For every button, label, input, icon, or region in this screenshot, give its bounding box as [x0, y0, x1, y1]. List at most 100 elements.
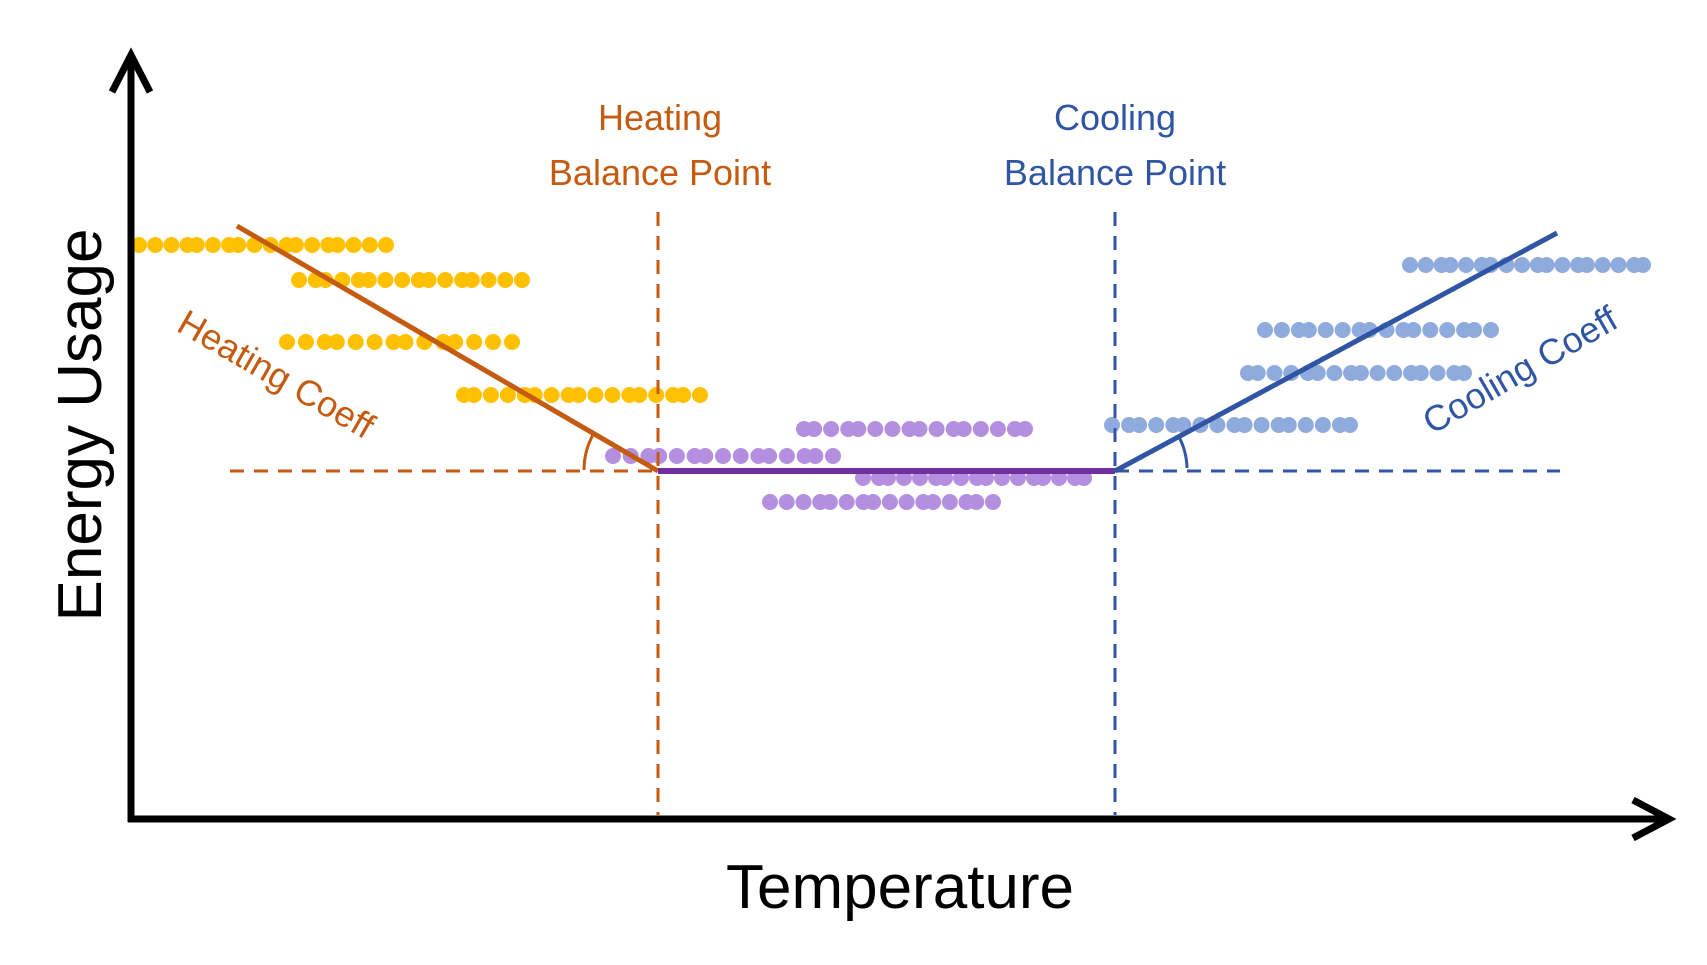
baseload-point	[825, 448, 841, 464]
heating-point	[230, 237, 247, 253]
cooling-point	[1352, 365, 1369, 381]
baseload-point	[1017, 421, 1033, 437]
cooling-point	[1266, 365, 1283, 381]
baseload-point	[989, 421, 1006, 437]
heating-coeff-label: Heating Coeff	[171, 301, 382, 447]
cooling-point	[1249, 365, 1266, 381]
baseload-point	[867, 421, 884, 437]
heating-point	[447, 334, 464, 350]
heating-point	[485, 334, 502, 350]
baseload-point	[955, 421, 972, 437]
heating-point	[692, 387, 708, 403]
heating-point	[675, 387, 692, 403]
heating-point	[147, 237, 164, 253]
baseload-point	[795, 494, 812, 510]
cooling-point	[1538, 257, 1555, 273]
baseload-point	[972, 421, 989, 437]
heating-point	[328, 334, 345, 350]
heating-point	[604, 387, 621, 403]
cooling-point	[1610, 257, 1627, 273]
baseload-point	[968, 494, 985, 510]
heating-point	[279, 334, 295, 350]
cooling-angle-arc	[1176, 434, 1189, 469]
scatter-points	[131, 237, 1651, 510]
cooling-point	[1635, 257, 1651, 273]
cooling-point	[1148, 417, 1165, 433]
cooling-point	[1317, 322, 1334, 338]
cooling-point	[1514, 257, 1531, 273]
baseload-point	[928, 421, 945, 437]
baseload-point	[715, 448, 731, 464]
cooling-point	[1402, 257, 1418, 273]
heating-point	[204, 237, 221, 253]
baseload-point	[807, 448, 824, 464]
cooling-balance-point-title: Cooling	[1054, 97, 1176, 138]
baseload-point	[806, 421, 823, 437]
cooling-point	[1456, 365, 1472, 381]
cooling-point	[1326, 365, 1343, 381]
baseload-point	[605, 448, 621, 464]
cooling-point	[1439, 322, 1456, 338]
cooling-point	[1236, 417, 1253, 433]
cooling-point	[1422, 322, 1439, 338]
heating-point	[329, 237, 346, 253]
heating-point	[316, 334, 333, 350]
heating-point	[437, 272, 454, 288]
heating-point	[345, 237, 362, 253]
heating-slope-line	[235, 223, 660, 474]
cooling-point	[1297, 417, 1314, 433]
heating-point	[465, 387, 482, 403]
cooling-point	[1458, 257, 1475, 273]
heating-point	[394, 272, 411, 288]
heating-point	[482, 387, 499, 403]
baseload-point	[911, 421, 928, 437]
cooling-point	[1175, 417, 1192, 433]
baseload-point	[697, 448, 714, 464]
heating-balance-point-subtitle: Balance Point	[549, 152, 771, 193]
heating-point	[361, 237, 378, 253]
baseload-point	[778, 494, 795, 510]
cooling-point	[1483, 322, 1499, 338]
cooling-point	[1131, 417, 1148, 433]
cooling-slope-line	[1113, 230, 1559, 474]
heating-point	[188, 237, 205, 253]
baseload-point	[838, 494, 855, 510]
baseload-point	[778, 448, 795, 464]
y-axis-arrowhead	[108, 47, 154, 94]
cooling-point	[1466, 322, 1483, 338]
cooling-point	[1280, 417, 1297, 433]
cooling-point	[1429, 365, 1446, 381]
heating-point	[163, 237, 180, 253]
cooling-point	[1309, 365, 1326, 381]
cooling-point	[1594, 257, 1611, 273]
heating-point	[587, 387, 604, 403]
baseload-point	[668, 448, 685, 464]
heating-point	[397, 334, 414, 350]
heating-point	[631, 387, 648, 403]
cooling-point	[1273, 322, 1290, 338]
heating-balance-point-title: Heating	[598, 97, 722, 138]
baseload-point	[732, 448, 749, 464]
baseload-point	[761, 448, 778, 464]
heating-point	[377, 272, 394, 288]
baseload-point	[821, 494, 838, 510]
heating-point	[504, 334, 520, 350]
cooling-point	[1253, 417, 1270, 433]
heating-point	[385, 334, 402, 350]
heating-point	[287, 237, 304, 253]
heating-point	[297, 334, 314, 350]
heating-point	[480, 272, 497, 288]
heating-point	[291, 272, 307, 288]
heating-point	[347, 334, 364, 350]
baseload-point	[941, 494, 958, 510]
heating-point	[466, 334, 483, 350]
baseload-point	[865, 494, 882, 510]
cooling-point	[1104, 417, 1120, 433]
cooling-point	[1417, 257, 1434, 273]
heating-angle-arc	[582, 432, 596, 471]
cooling-point	[1578, 257, 1595, 273]
cooling-point	[1442, 257, 1459, 273]
baseload-point	[884, 421, 901, 437]
heating-point	[499, 387, 516, 403]
